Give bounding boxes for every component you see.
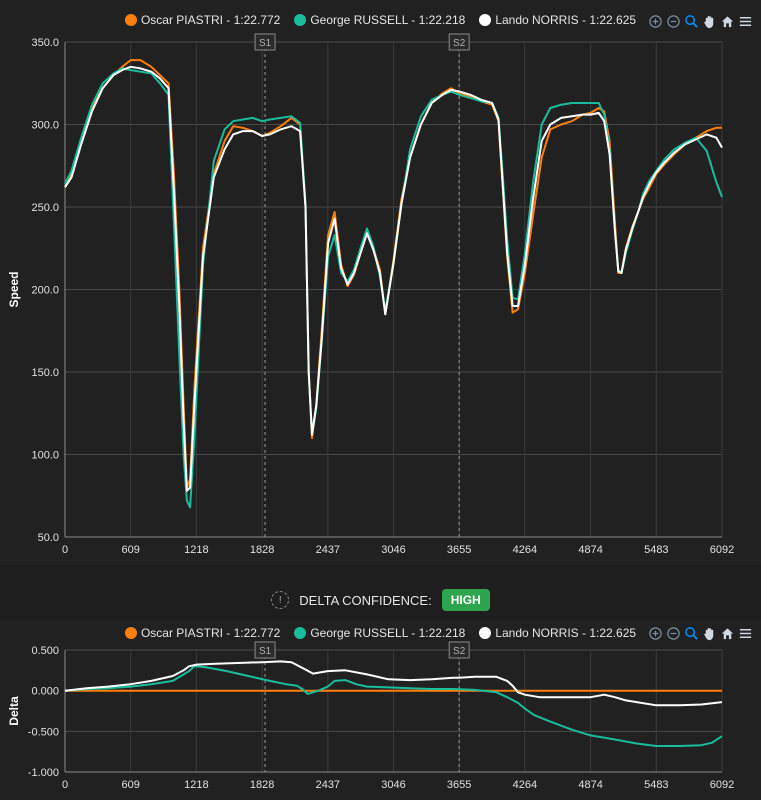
y-axis-label: Delta (7, 696, 21, 726)
x-tick-label: 2437 (316, 544, 340, 556)
pan-hand-icon[interactable] (702, 14, 717, 29)
x-tick-label: 1218 (184, 779, 208, 791)
sector-box (254, 641, 276, 659)
sector-box (448, 33, 470, 51)
series-line-1 (64, 665, 723, 747)
y-axis-label: Speed (7, 271, 21, 307)
y-tick-label: 100.0 (31, 450, 59, 462)
x-tick-label: 4264 (513, 544, 537, 556)
y-tick-label: -0.500 (28, 726, 59, 738)
zoom-in-icon[interactable] (648, 626, 663, 641)
speed-toolbar (648, 14, 753, 29)
x-tick-label: 3655 (447, 779, 471, 791)
series-line-2 (64, 65, 723, 492)
legend-label-norris: Lando NORRIS - 1:22.625 (495, 13, 637, 27)
x-tick-label: 609 (121, 779, 139, 791)
delta-legend: Oscar PIASTRI - 1:22.772 George RUSSELL … (0, 623, 761, 643)
legend-label-russell: George RUSSELL - 1:22.218 (310, 626, 466, 640)
x-tick-label: 5483 (644, 544, 668, 556)
x-tick-label: 3046 (381, 544, 405, 556)
legend-label-piastri: Oscar PIASTRI - 1:22.772 (140, 13, 281, 27)
x-tick-label: 4264 (513, 779, 537, 791)
legend-label-norris: Lando NORRIS - 1:22.625 (495, 626, 637, 640)
series-line-2 (64, 660, 723, 707)
x-tick-label: 0 (62, 779, 68, 791)
delta-chart: Oscar PIASTRI - 1:22.772 George RUSSELL … (0, 620, 761, 800)
home-icon[interactable] (720, 626, 735, 641)
zoom-out-icon[interactable] (666, 626, 681, 641)
delta-plot: -1.000 -0.500 0.000 0.500 0 609 1218 1828 2437 30… (7, 641, 734, 791)
info-icon[interactable]: ! (271, 591, 290, 609)
speed-chart: Oscar PIASTRI - 1:22.772 George RUSSELL … (0, 10, 761, 556)
legend-item-piastri[interactable]: Oscar PIASTRI - 1:22.772 (124, 10, 281, 30)
delta-toolbar (648, 626, 753, 641)
sector-box (448, 641, 470, 659)
y-tick-label: 250.0 (31, 202, 59, 214)
legend-item-norris[interactable]: Lando NORRIS - 1:22.625 (479, 10, 636, 30)
x-tick-label: 1218 (184, 544, 208, 556)
sector-label: S1 (259, 38, 272, 49)
legend-marker-russell (294, 14, 307, 26)
x-tick-label: 5483 (644, 779, 668, 791)
legend-marker-norris (479, 627, 492, 639)
y-tick-label: 350.0 (31, 37, 59, 49)
sector-label: S1 (259, 646, 272, 657)
speed-plot: 50.0 100.0 150.0 200.0 250.0 300.0 350.0 0 609 12… (7, 33, 734, 556)
x-tick-label: 3655 (447, 544, 471, 556)
pan-hand-icon[interactable] (702, 626, 717, 641)
x-tick-label: 4874 (578, 779, 602, 791)
delta-confidence-label: DELTA CONFIDENCE: (299, 592, 432, 608)
home-icon[interactable] (720, 14, 735, 29)
legend-marker-piastri (124, 627, 137, 639)
x-tick-label: 2437 (316, 779, 340, 791)
delta-confidence-bar: ! DELTA CONFIDENCE: HIGH (0, 587, 761, 613)
sector-label: S2 (453, 38, 466, 49)
x-tick-label: 6092 (710, 779, 734, 791)
delta-confidence-badge: HIGH (441, 589, 490, 611)
x-tick-label: 1828 (250, 779, 274, 791)
legend-item-russell[interactable]: George RUSSELL - 1:22.218 (294, 10, 465, 30)
legend-label-piastri: Oscar PIASTRI - 1:22.772 (140, 626, 281, 640)
x-tick-label: 1828 (250, 544, 274, 556)
y-tick-label: 0.500 (31, 645, 59, 657)
sector-box (254, 33, 276, 51)
x-tick-label: 609 (121, 544, 139, 556)
x-tick-label: 4874 (578, 544, 602, 556)
legend-item-russell[interactable]: George RUSSELL - 1:22.218 (294, 623, 465, 643)
zoom-in-icon[interactable] (648, 14, 663, 29)
zoom-select-icon[interactable] (684, 14, 699, 29)
legend-marker-norris (479, 14, 492, 26)
menu-icon[interactable] (738, 626, 753, 641)
y-tick-label: 50.0 (38, 532, 59, 544)
legend-item-piastri[interactable]: Oscar PIASTRI - 1:22.772 (124, 623, 281, 643)
y-tick-label: 200.0 (31, 285, 59, 297)
menu-icon[interactable] (738, 14, 753, 29)
y-tick-label: 300.0 (31, 120, 59, 132)
legend-label-russell: George RUSSELL - 1:22.218 (310, 13, 466, 27)
zoom-select-icon[interactable] (684, 626, 699, 641)
sector-label: S2 (453, 646, 466, 657)
y-tick-label: 150.0 (31, 367, 59, 379)
legend-item-norris[interactable]: Lando NORRIS - 1:22.625 (479, 623, 636, 643)
zoom-out-icon[interactable] (666, 14, 681, 29)
y-tick-label: 0.000 (31, 686, 59, 698)
y-tick-label: -1.000 (28, 767, 59, 779)
x-tick-label: 3046 (381, 779, 405, 791)
x-tick-label: 6092 (710, 544, 734, 556)
x-tick-label: 0 (62, 544, 68, 556)
legend-marker-piastri (124, 14, 137, 26)
speed-legend: Oscar PIASTRI - 1:22.772 George RUSSELL … (0, 10, 761, 30)
legend-marker-russell (294, 627, 307, 639)
